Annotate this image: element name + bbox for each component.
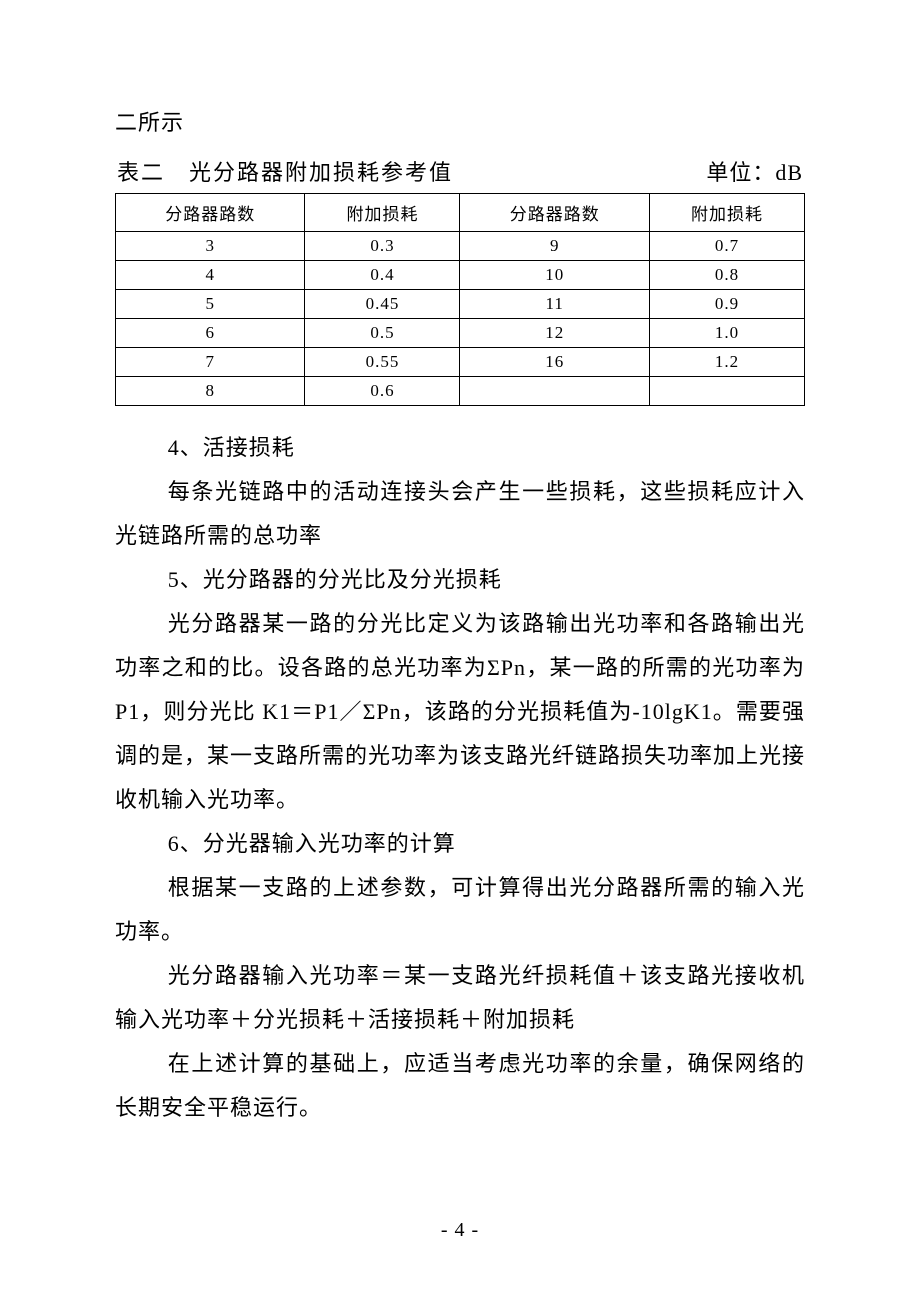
body-text: 4、活接损耗 每条光链路中的活动连接头会产生一些损耗，这些损耗应计入光链路所需的… xyxy=(115,426,805,1130)
table-cell: 9 xyxy=(460,232,649,261)
table-row: 4 0.4 10 0.8 xyxy=(116,261,805,290)
table-cell: 0.8 xyxy=(649,261,804,290)
paragraph: 在上述计算的基础上，应适当考虑光功率的余量，确保网络的长期安全平稳运行。 xyxy=(115,1042,805,1130)
paragraph: 光分路器某一路的分光比定义为该路输出光功率和各路输出光功率之和的比。设各路的总光… xyxy=(115,602,805,822)
table-row: 6 0.5 12 1.0 xyxy=(116,319,805,348)
table-cell: 16 xyxy=(460,348,649,377)
section-heading-5: 5、光分路器的分光比及分光损耗 xyxy=(115,558,805,602)
page-number: - 4 - xyxy=(0,1219,920,1242)
table-row: 8 0.6 xyxy=(116,377,805,406)
table-cell: 11 xyxy=(460,290,649,319)
paragraph: 根据某一支路的上述参数，可计算得出光分路器所需的输入光功率。 xyxy=(115,866,805,954)
table-cell: 1.2 xyxy=(649,348,804,377)
table-header-cell: 分路器路数 xyxy=(460,194,649,232)
continuation-line: 二所示 xyxy=(115,105,805,137)
table-cell: 0.9 xyxy=(649,290,804,319)
table-cell: 0.7 xyxy=(649,232,804,261)
table-cell: 4 xyxy=(116,261,305,290)
table-cell: 0.6 xyxy=(305,377,460,406)
table-cell: 0.5 xyxy=(305,319,460,348)
table-row: 3 0.3 9 0.7 xyxy=(116,232,805,261)
table-header-cell: 分路器路数 xyxy=(116,194,305,232)
table-cell: 6 xyxy=(116,319,305,348)
table-caption-left: 表二 光分路器附加损耗参考值 xyxy=(117,155,453,187)
table-header-cell: 附加损耗 xyxy=(649,194,804,232)
paragraph: 每条光链路中的活动连接头会产生一些损耗，这些损耗应计入光链路所需的总功率 xyxy=(115,470,805,558)
section-heading-6: 6、分光器输入光功率的计算 xyxy=(115,822,805,866)
table-cell: 0.55 xyxy=(305,348,460,377)
table-cell: 1.0 xyxy=(649,319,804,348)
paragraph: 光分路器输入光功率＝某一支路光纤损耗值＋该支路光接收机输入光功率＋分光损耗＋活接… xyxy=(115,954,805,1042)
table-caption-right: 单位：dB xyxy=(706,155,803,187)
table-cell: 10 xyxy=(460,261,649,290)
table-row: 7 0.55 16 1.2 xyxy=(116,348,805,377)
table-cell: 12 xyxy=(460,319,649,348)
table-cell xyxy=(649,377,804,406)
table-cell: 0.3 xyxy=(305,232,460,261)
table-cell: 7 xyxy=(116,348,305,377)
table-header-cell: 附加损耗 xyxy=(305,194,460,232)
table-cell: 3 xyxy=(116,232,305,261)
table-cell: 0.4 xyxy=(305,261,460,290)
table-cell: 0.45 xyxy=(305,290,460,319)
table-cell: 5 xyxy=(116,290,305,319)
loss-reference-table: 分路器路数 附加损耗 分路器路数 附加损耗 3 0.3 9 0.7 4 0.4 … xyxy=(115,193,805,406)
table-caption: 表二 光分路器附加损耗参考值 单位：dB xyxy=(115,155,805,187)
table-cell xyxy=(460,377,649,406)
table-header-row: 分路器路数 附加损耗 分路器路数 附加损耗 xyxy=(116,194,805,232)
table-cell: 8 xyxy=(116,377,305,406)
section-heading-4: 4、活接损耗 xyxy=(115,426,805,470)
table-row: 5 0.45 11 0.9 xyxy=(116,290,805,319)
